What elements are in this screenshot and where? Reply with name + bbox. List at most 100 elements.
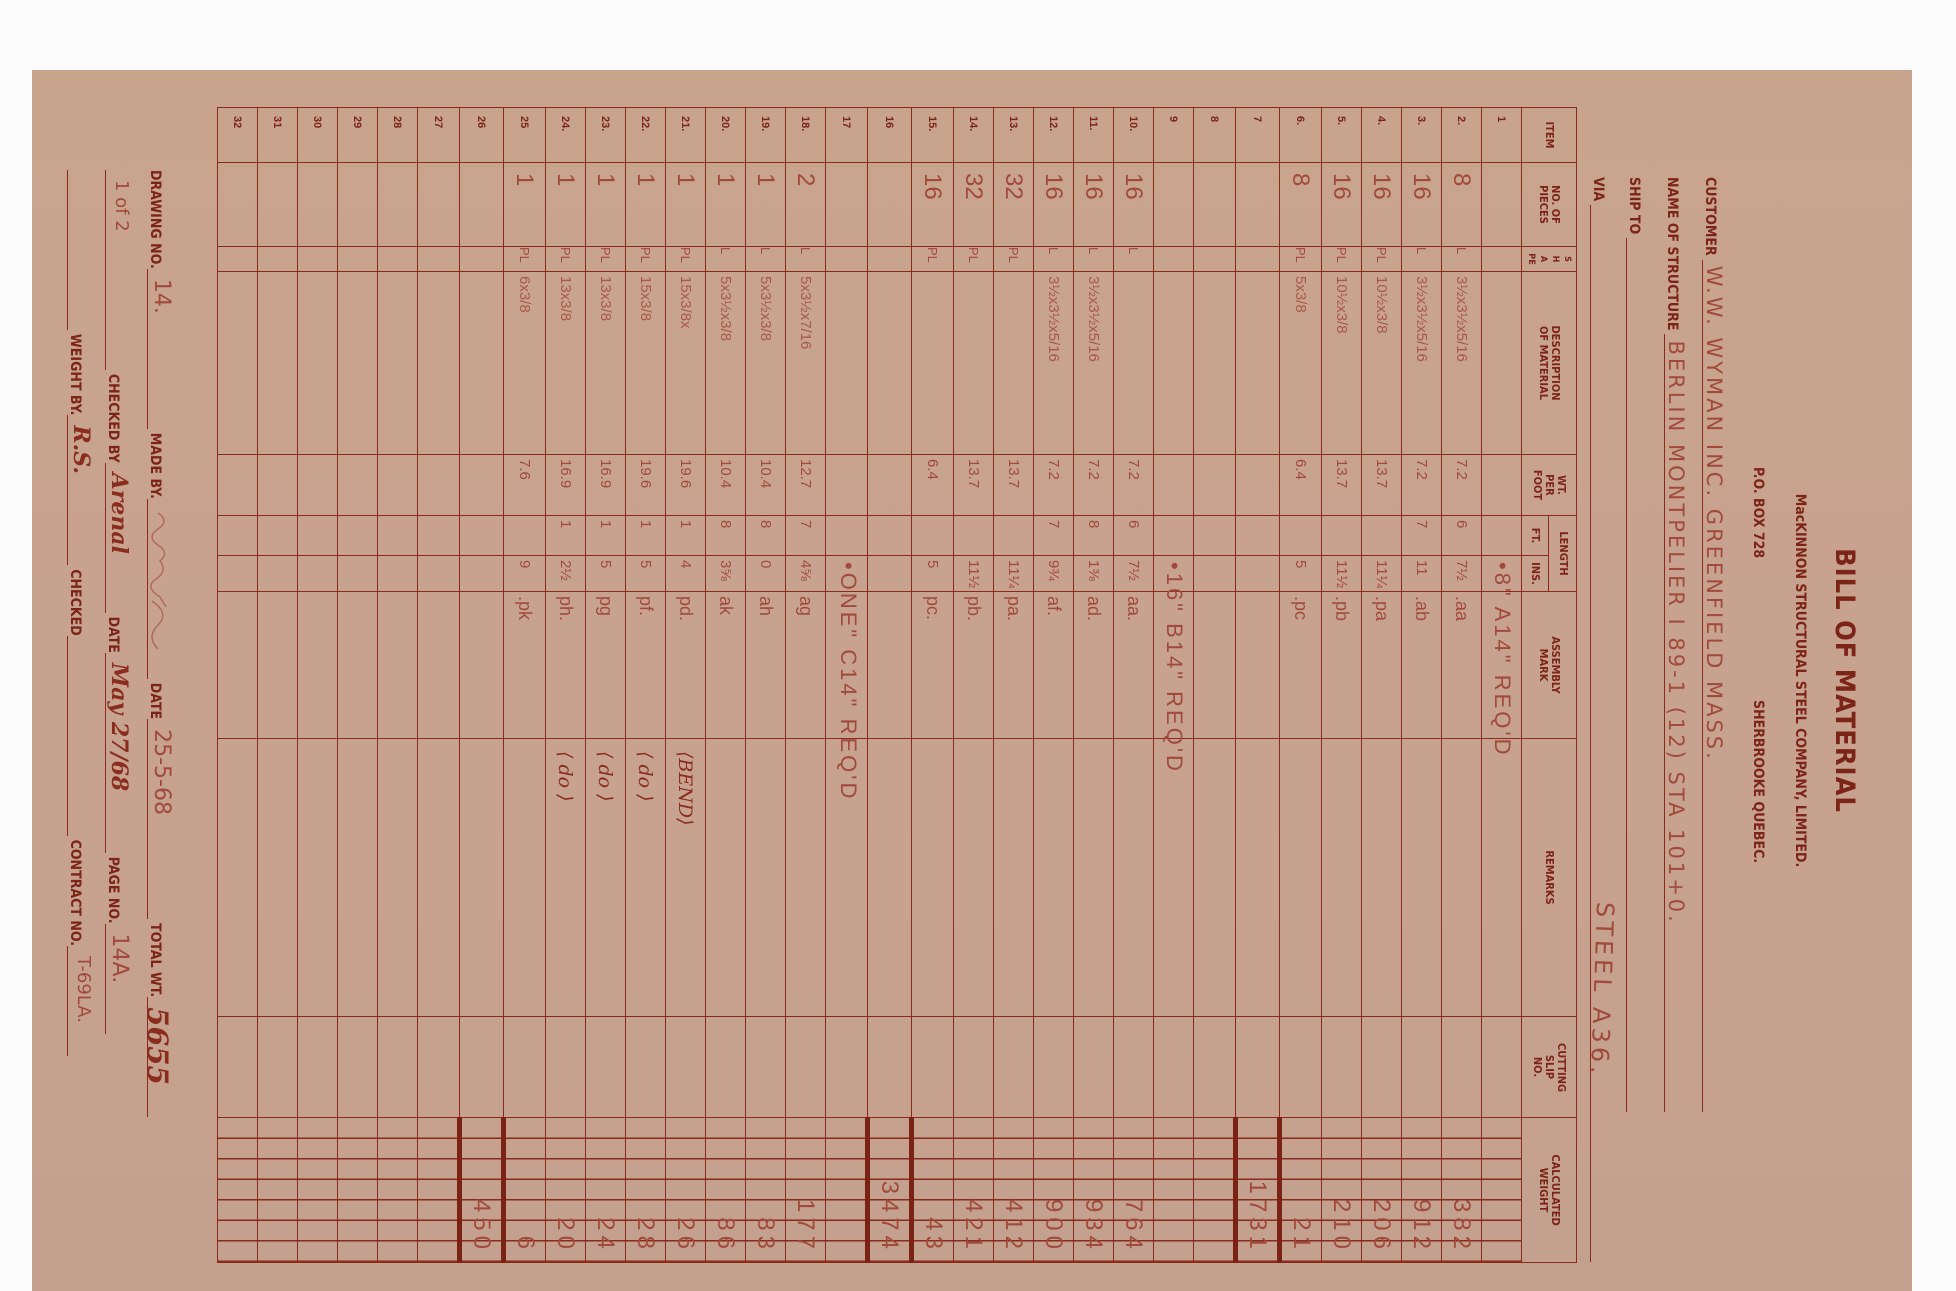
customer-field: CUSTOMER W.W. WYMAN INC. GREENFIELD MASS… [1702,177,1726,1112]
cell-item: 25 [503,107,546,163]
cell-shape: PL [953,246,994,272]
cell-ins: 11½ [953,555,994,592]
cell-ins: 11¼ [993,555,1034,592]
footer-line-3: WEIGHT BY.R.S. CHECKED CONTRACT NO.T-69L… [67,170,94,1130]
table-row: 2. 8 L 3½x3½x5/16 7.2 6 7½ .aa 382 [1441,107,1482,1263]
cell-ft: 1 [585,515,626,556]
cell-cut [993,1016,1034,1118]
cell-shape: L [1113,246,1154,272]
cell-item: 17 [825,107,868,163]
cell-ft [953,515,994,556]
cell-weight: 177 [785,1117,826,1263]
cell-cut [867,1016,912,1118]
cell-ft [337,515,378,556]
customer-value: W.W. WYMAN INC. GREENFIELD MASS. [1702,259,1726,1112]
cell-ft: 1 [665,515,706,556]
cell-shape [1193,246,1236,272]
col-ft: FT. [1521,515,1549,556]
cell-ft [825,515,868,556]
col-length: LENGTH [1549,515,1577,592]
bill-of-material-sheet: BILL OF MATERIAL MacKINNON STRUCTURAL ST… [32,70,1912,1291]
cell-mark [1153,591,1194,739]
cell-weight: 43 [911,1117,954,1263]
cell-remarks [1441,738,1482,1017]
cell-mark: pg [585,591,626,739]
cell-wpf [1193,454,1236,516]
cell-pieces: 32 [953,162,994,247]
cell-desc: 5x3/8 [1279,271,1322,455]
cell-ins: •8" A14" REQ'D [1481,555,1522,757]
cell-ft [1321,515,1362,556]
contract-no-label: CONTRACT NO. [67,839,83,947]
cell-desc: 15x3/8x [665,271,706,455]
cell-pieces: 2 [785,162,826,247]
cell-mark: .aa [1441,591,1482,739]
cell-cut [1113,1016,1154,1118]
cell-remarks [1113,738,1154,1017]
cell-remarks [1235,738,1280,1017]
cell-remarks: ⟨ do ⟩ [625,738,666,1017]
checked-by-value: Arenal [105,462,132,613]
cell-wpf [1235,454,1280,516]
cell-wpf [377,454,418,516]
cell-weight: 912 [1401,1117,1442,1263]
col-shape: SHAPE [1521,246,1577,272]
cell-ins: 5 [911,555,954,592]
cell-ins: 3⅝ [705,555,746,592]
cell-remarks [1481,738,1522,1017]
cell-ins: 11 [1401,555,1442,592]
table-row: 21. 1 PL 15x3/8x 19.6 1 4 pd. ⟨BEND⟩ 26 [665,107,706,1263]
cell-wpf: 19.6 [665,454,706,516]
cell-pieces [417,162,460,247]
cell-desc: 3½x3½x5/16 [1073,271,1114,455]
cell-remarks [705,738,746,1017]
cell-wpf: 16.9 [545,454,586,516]
cell-shape: PL [911,246,954,272]
cell-mark [217,591,258,739]
cell-wpf: 10.4 [705,454,746,516]
cell-cut [1361,1016,1402,1118]
material-table: ITEM NO. OF PIECES SHAPE DESCRIPTION OF … [217,107,1577,1263]
cell-item: 10. [1113,107,1154,163]
table-row: 8 [1193,107,1236,1263]
cell-wpf [257,454,298,516]
table-row: 24. 1 PL 13x3/8 16.9 1 2½ ph. ⟨ do ⟩ 20 [545,107,586,1263]
cell-ins [459,555,504,592]
cell-item: 1 [1481,107,1522,163]
cell-ft [1361,515,1402,556]
cell-remarks [745,738,786,1017]
table-row: 4. 16 PL 10½x3/8 13.7 11¼ .pa 206 [1361,107,1402,1263]
cell-wpf: 16.9 [585,454,626,516]
cell-item: 18. [785,107,826,163]
cell-remarks [1279,738,1322,1017]
cell-remarks [1401,738,1442,1017]
cell-weight: 3474 [867,1117,912,1263]
cell-ft: 1 [625,515,666,556]
cell-item: 7 [1235,107,1280,163]
cell-item: 32 [217,107,258,163]
cell-shape: L [1073,246,1114,272]
table-row: 30 [297,107,338,1263]
cell-cut [1073,1016,1114,1118]
cell-mark: pb. [953,591,994,739]
cell-wpf: 7.2 [1441,454,1482,516]
cell-mark [459,591,504,739]
cell-mark [1235,591,1280,739]
cell-weight: 210 [1321,1117,1362,1263]
cell-weight: 412 [993,1117,1034,1263]
checked-value [67,635,94,836]
table-body: 1 •8" A14" REQ'D 2. 8 L 3½x3½x5/16 7.2 6 7½ .aa 38… [217,107,1522,1263]
cell-mark [867,591,912,739]
cell-weight: 20 [545,1117,586,1263]
cell-pieces: 8 [1279,162,1322,247]
cell-remarks [1153,738,1194,1017]
cell-weight: 21 [1279,1117,1322,1263]
cell-pieces [377,162,418,247]
cell-desc: 13x3/8 [585,271,626,455]
cell-item: 31 [257,107,298,163]
cell-desc [377,271,418,455]
cell-cut [377,1016,418,1118]
cell-item: 5. [1321,107,1362,163]
cell-item: 6. [1279,107,1322,163]
col-shape-label: SHAPE [1526,253,1572,265]
